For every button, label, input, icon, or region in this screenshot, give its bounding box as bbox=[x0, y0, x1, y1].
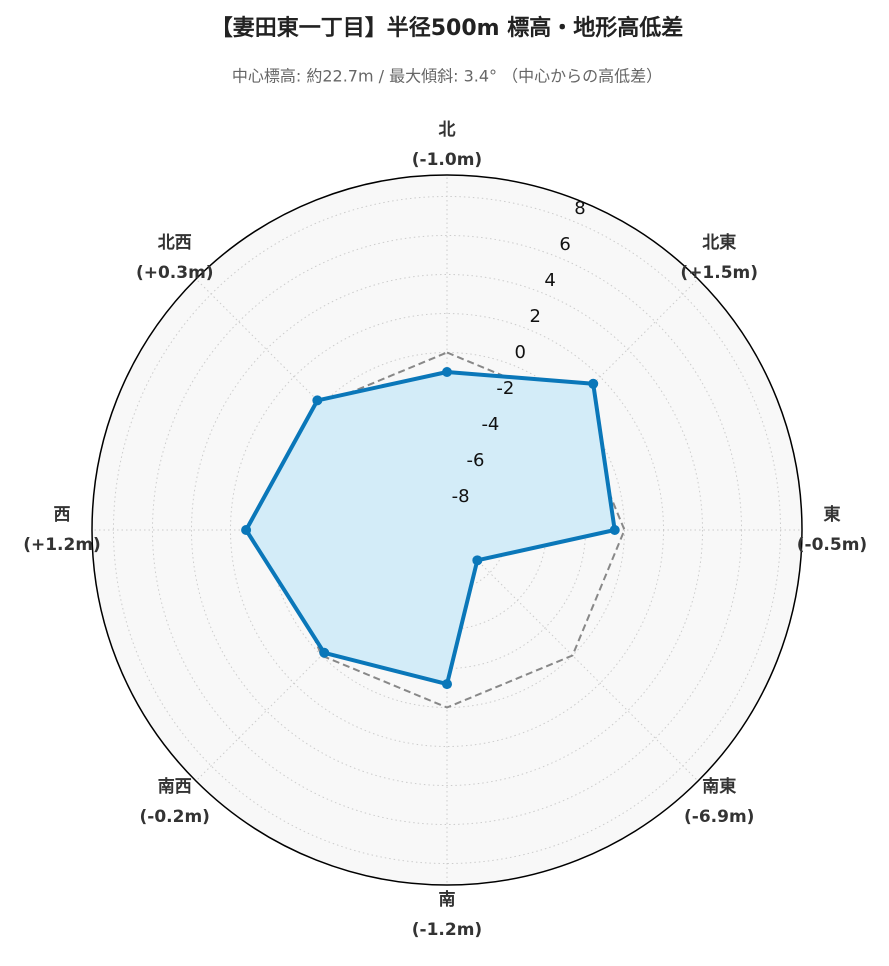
point bbox=[472, 555, 483, 566]
point bbox=[442, 367, 452, 378]
category-label: 南東 bbox=[702, 776, 736, 797]
r-tick-label: -8 bbox=[452, 486, 470, 507]
value-label: (-0.5m) bbox=[797, 535, 867, 555]
value-label: (-1.0m) bbox=[412, 150, 482, 170]
r-tick-label: -6 bbox=[467, 450, 485, 471]
r-tick-label: 6 bbox=[559, 234, 570, 255]
r-tick-label: 4 bbox=[544, 270, 555, 291]
grid-circle bbox=[269, 352, 625, 708]
marks bbox=[241, 351, 626, 709]
point bbox=[442, 679, 452, 690]
category-label: 東 bbox=[824, 504, 841, 525]
value-label: (-1.2m) bbox=[412, 920, 482, 940]
value-label: (-0.2m) bbox=[140, 807, 210, 827]
category-label: 南 bbox=[439, 889, 456, 910]
category-label: 北東 bbox=[702, 232, 736, 253]
plot-border bbox=[91, 174, 803, 886]
category-label: 西 bbox=[54, 505, 71, 525]
value-label: (+1.5m) bbox=[680, 263, 758, 283]
value-label: (+1.2m) bbox=[23, 535, 101, 555]
grid-circle bbox=[190, 273, 704, 787]
r-tick-label: 8 bbox=[574, 198, 585, 219]
chart-subtitle: 中心標高: 約22.7m / 最大傾斜: 3.4° （中心からの高低差） bbox=[232, 67, 662, 86]
r-tick-label: -2 bbox=[496, 378, 514, 399]
spoke bbox=[446, 529, 699, 782]
category-label: 南西 bbox=[158, 776, 192, 797]
value-label: (+0.3m) bbox=[136, 263, 214, 283]
chart-title: 【妻田東一丁目】半径500m 標高・地形高低差 bbox=[211, 15, 684, 41]
category-label: 北 bbox=[439, 120, 456, 140]
point bbox=[312, 395, 323, 406]
point bbox=[588, 378, 599, 389]
category-label: 北西 bbox=[158, 233, 192, 253]
grid-circle bbox=[151, 234, 743, 826]
value-label: (-6.9m) bbox=[684, 807, 754, 827]
point bbox=[609, 525, 620, 535]
point bbox=[319, 647, 330, 658]
r-tick-label: -4 bbox=[481, 414, 499, 435]
r-tick-label: 0 bbox=[515, 342, 526, 363]
r-tick-label: 2 bbox=[529, 306, 540, 327]
point bbox=[241, 525, 252, 535]
area bbox=[246, 372, 615, 685]
